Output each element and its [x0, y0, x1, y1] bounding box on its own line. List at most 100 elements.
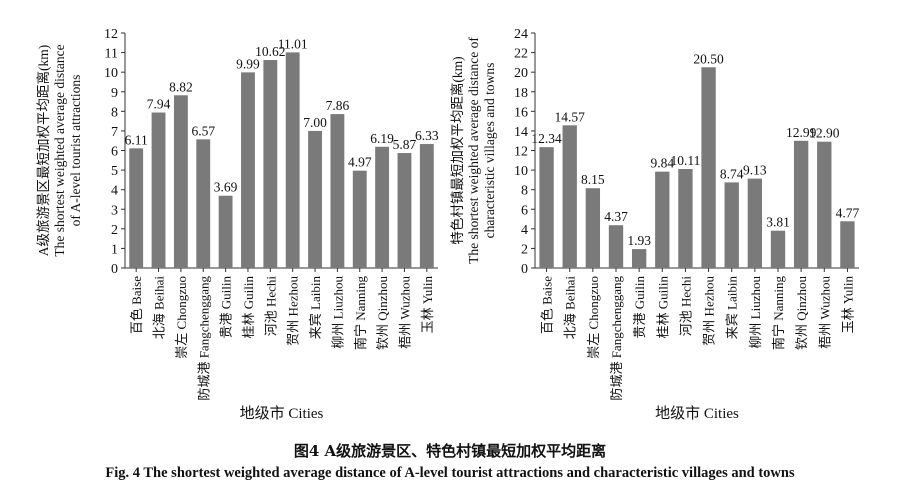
value-label: 6.57 — [191, 123, 215, 138]
category-label: 贵港 Guilin — [632, 276, 647, 339]
y-axis-title-line: 特色村镇最短加权平均距离(km) — [449, 56, 465, 244]
value-label: 5.87 — [393, 137, 417, 152]
bar — [218, 195, 233, 268]
bar — [308, 130, 322, 268]
category-label: 北海 Beihai — [563, 276, 578, 340]
category-label: 桂林 Guilin — [241, 276, 256, 339]
category-label: 河池 Hechi — [678, 276, 693, 337]
value-label: 9.84 — [650, 156, 674, 171]
category-label: 崇左 Chongzuo — [174, 276, 189, 359]
y-tick-label: 1 — [111, 242, 118, 257]
category-label: 钦州 Qinzhou — [375, 276, 390, 351]
value-label: 4.97 — [348, 155, 372, 170]
value-label: 12.99 — [786, 125, 817, 140]
y-tick-label: 5 — [111, 164, 118, 179]
y-tick-label: 16 — [514, 105, 528, 120]
value-label: 7.94 — [147, 97, 171, 112]
bar — [793, 140, 809, 268]
bar — [747, 178, 763, 268]
bar — [585, 188, 601, 268]
bar — [196, 139, 211, 268]
category-label: 南宁 Nanning — [771, 276, 786, 351]
bar — [241, 72, 255, 268]
y-tick-label: 0 — [521, 262, 528, 277]
value-label: 10.62 — [255, 44, 285, 59]
y-tick-label: 11 — [105, 47, 118, 62]
y-tick-label: 10 — [514, 164, 528, 179]
value-label: 8.15 — [581, 172, 605, 187]
category-label: 玉林 Yulin — [420, 276, 435, 334]
bar — [562, 125, 577, 268]
bar — [129, 148, 144, 268]
y-tick-label: 7 — [111, 125, 118, 140]
value-label: 3.81 — [766, 215, 790, 230]
y-tick-label: 2 — [521, 242, 528, 257]
value-label: 12.90 — [809, 126, 840, 141]
bar — [151, 112, 166, 268]
y-axis-title-line: A级旅游景区最短加权平均距离(km) — [35, 45, 51, 257]
category-label: 百色 Baise — [129, 276, 144, 334]
bar — [330, 114, 345, 268]
category-label: 柳州 Liuzhou — [330, 276, 345, 349]
value-label: 12.34 — [531, 131, 562, 146]
y-tick-label: 2 — [111, 223, 118, 238]
value-label: 4.77 — [836, 205, 860, 220]
category-label: 来宾 Laibin — [308, 276, 323, 340]
y-axis-title-line: The shortest weighted average distance o… — [466, 37, 481, 264]
bar — [701, 67, 716, 268]
bar — [263, 60, 278, 269]
y-tick-label: 8 — [111, 105, 118, 120]
category-label: 桂林 Guilin — [655, 276, 670, 339]
value-label: 11.01 — [278, 36, 308, 51]
bar — [375, 146, 390, 268]
figure-caption-cn: 图4 A级旅游景区、特色村镇最短加权平均距离 — [293, 442, 607, 460]
x-axis-title: 地级市 Cities — [240, 405, 324, 422]
y-tick-label: 22 — [514, 47, 528, 62]
y-tick-label: 18 — [514, 86, 528, 101]
category-label: 防城港 Fangchenggang — [609, 276, 624, 401]
y-axis-title-line: of A-level tourist attractions — [68, 75, 83, 227]
value-label: 1.93 — [627, 233, 651, 248]
category-label: 贵港 Guilin — [219, 276, 234, 339]
value-label: 8.74 — [720, 166, 744, 181]
value-label: 9.13 — [743, 163, 767, 178]
category-label: 玉林 Yulin — [840, 276, 855, 334]
y-tick-label: 4 — [521, 223, 528, 238]
category-label: 贺州 Hezhou — [286, 276, 301, 346]
value-label: 6.11 — [125, 132, 148, 147]
bar — [608, 225, 624, 268]
y-axis-title-line: The shortest weighted average distance — [52, 44, 67, 256]
category-label: 贺州 Hezhou — [702, 276, 717, 346]
bar — [285, 52, 300, 269]
bar — [352, 170, 367, 268]
value-label: 7.86 — [326, 98, 350, 113]
value-label: 8.82 — [169, 79, 193, 94]
category-label: 柳州 Liuzhou — [748, 276, 763, 349]
bar — [539, 147, 554, 268]
y-tick-label: 0 — [111, 262, 118, 277]
bar — [397, 153, 412, 268]
category-label: 百色 Baise — [540, 276, 555, 334]
y-tick-label: 6 — [111, 145, 118, 160]
value-label: 10.11 — [670, 153, 700, 168]
y-tick-label: 20 — [514, 66, 528, 81]
category-label: 北海 Beihai — [152, 276, 167, 340]
value-label: 6.19 — [370, 131, 394, 146]
bar — [678, 169, 693, 268]
y-tick-label: 4 — [111, 184, 118, 199]
y-tick-label: 9 — [111, 86, 118, 101]
y-tick-label: 6 — [521, 203, 528, 218]
category-label: 防城港 Fangchenggang — [196, 276, 211, 401]
category-label: 梧州 Wuzhou — [817, 276, 832, 349]
figure-caption-en: Fig. 4 The shortest weighted average dis… — [105, 465, 795, 481]
value-label: 7.00 — [303, 115, 327, 130]
bar — [419, 144, 434, 268]
category-label: 来宾 Laibin — [725, 276, 740, 340]
value-label: 6.33 — [415, 128, 439, 143]
y-tick-label: 10 — [104, 66, 118, 81]
value-label: 20.50 — [693, 51, 724, 66]
category-label: 梧州 Wuzhou — [397, 276, 412, 349]
